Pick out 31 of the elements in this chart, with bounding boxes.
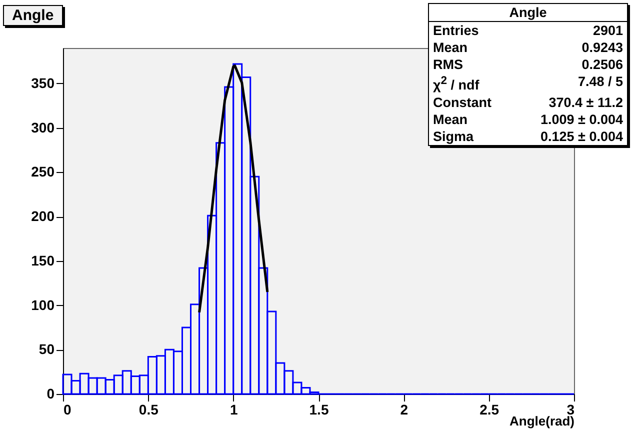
text: Angle <box>429 4 627 22</box>
annotation: Constant <box>433 94 492 110</box>
x-tick-label: 2 <box>400 402 408 418</box>
y-tick-label: 0 <box>46 386 55 402</box>
y-tick-label: 250 <box>31 164 55 180</box>
y-tick-label: 150 <box>31 252 55 268</box>
annotation: 370.4 ± 11.2 <box>548 94 623 110</box>
text: 0.9243 <box>582 39 623 56</box>
x-tick-label: 0 <box>64 402 72 418</box>
annotation: Mean <box>433 110 468 128</box>
x-tick-label: 1.5 <box>309 402 329 418</box>
text: 7.48 / 5 <box>578 73 623 91</box>
text: 2901 <box>592 22 623 39</box>
text: 0.2506 <box>582 56 623 73</box>
annotation: χ$^{2}$ / ndf <box>433 74 480 94</box>
annotation: Sigma <box>433 128 474 144</box>
chart-title: Angle <box>3 5 63 26</box>
annotation: RMS <box>433 56 463 73</box>
y-tick-label: 350 <box>31 74 55 91</box>
x-tick-label: 0.5 <box>138 402 159 418</box>
line-series <box>198 64 269 314</box>
y-tick-label: 200 <box>31 208 55 224</box>
text: Entries <box>433 22 479 39</box>
annotation: Mean <box>433 39 468 56</box>
y-tick-label: 100 <box>31 296 55 313</box>
annotation: 0.125 ± 0.004 <box>540 128 623 144</box>
x-tick-label: 2.5 <box>480 402 500 418</box>
y-tick-label: 300 <box>31 119 55 136</box>
y-tick-label: 50 <box>38 341 55 358</box>
x-tick-label: 1 <box>230 402 238 418</box>
annotation: 1.009 ± 0.004 <box>540 110 623 128</box>
